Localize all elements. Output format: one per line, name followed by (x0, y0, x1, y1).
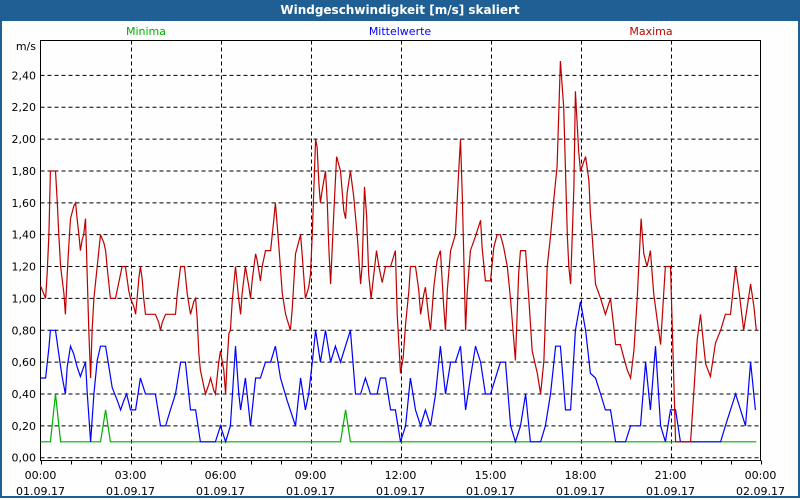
y-tick-label: 1,60 (12, 197, 37, 210)
x-tick-date: 01.09.17 (196, 485, 245, 498)
series-line-maxima (39, 60, 757, 443)
x-tick-time: 09:00 (295, 469, 327, 482)
x-tick-time: 21:00 (655, 469, 687, 482)
x-tick-date: 01.09.17 (286, 485, 335, 498)
y-tick-label: 1,00 (12, 292, 37, 305)
y-tick-label: 2,00 (12, 133, 37, 146)
y-tick-label: 0,00 (12, 452, 37, 465)
x-tick-date: 01.09.17 (106, 485, 155, 498)
plot-area (40, 40, 761, 461)
window-title: Windgeschwindigkeit [m/s] skaliert (0, 0, 800, 21)
x-tick-date: 01.09.17 (16, 485, 65, 498)
series-line-minima (40, 393, 757, 443)
y-tick-label: 1,80 (12, 165, 37, 178)
x-tick-time: 03:00 (115, 469, 147, 482)
x-tick-time: 12:00 (385, 469, 417, 482)
x-tick-time: 00:00 (745, 469, 777, 482)
y-tick-label: 0,80 (12, 324, 37, 337)
x-tick-time: 06:00 (205, 469, 237, 482)
x-tick-time: 00:00 (25, 469, 57, 482)
legend-maxima: Maxima (629, 25, 672, 38)
x-tick-date: 02.09.17 (736, 485, 785, 498)
y-tick-label: 2,20 (12, 101, 37, 114)
y-tick-label: 0,40 (12, 388, 37, 401)
y-tick-label: 1,20 (12, 261, 37, 274)
legend-minima: Minima (126, 25, 166, 38)
x-tick-time: 15:00 (475, 469, 507, 482)
x-tick-time: 18:00 (565, 469, 597, 482)
y-tick-label: 1,40 (12, 229, 37, 242)
x-tick-date: 01.09.17 (376, 485, 425, 498)
legend-mittelwerte: Mittelwerte (369, 25, 432, 38)
series-line-mittelwerte (40, 301, 756, 444)
y-tick-label: 2,40 (12, 69, 37, 82)
y-axis-unit: m/s (16, 40, 36, 53)
y-tick-label: 0,20 (12, 420, 37, 433)
x-tick-date: 01.09.17 (466, 485, 515, 498)
x-tick-date: 01.09.17 (646, 485, 695, 498)
x-tick-date: 01.09.17 (556, 485, 605, 498)
y-tick-label: 0,60 (12, 356, 37, 369)
